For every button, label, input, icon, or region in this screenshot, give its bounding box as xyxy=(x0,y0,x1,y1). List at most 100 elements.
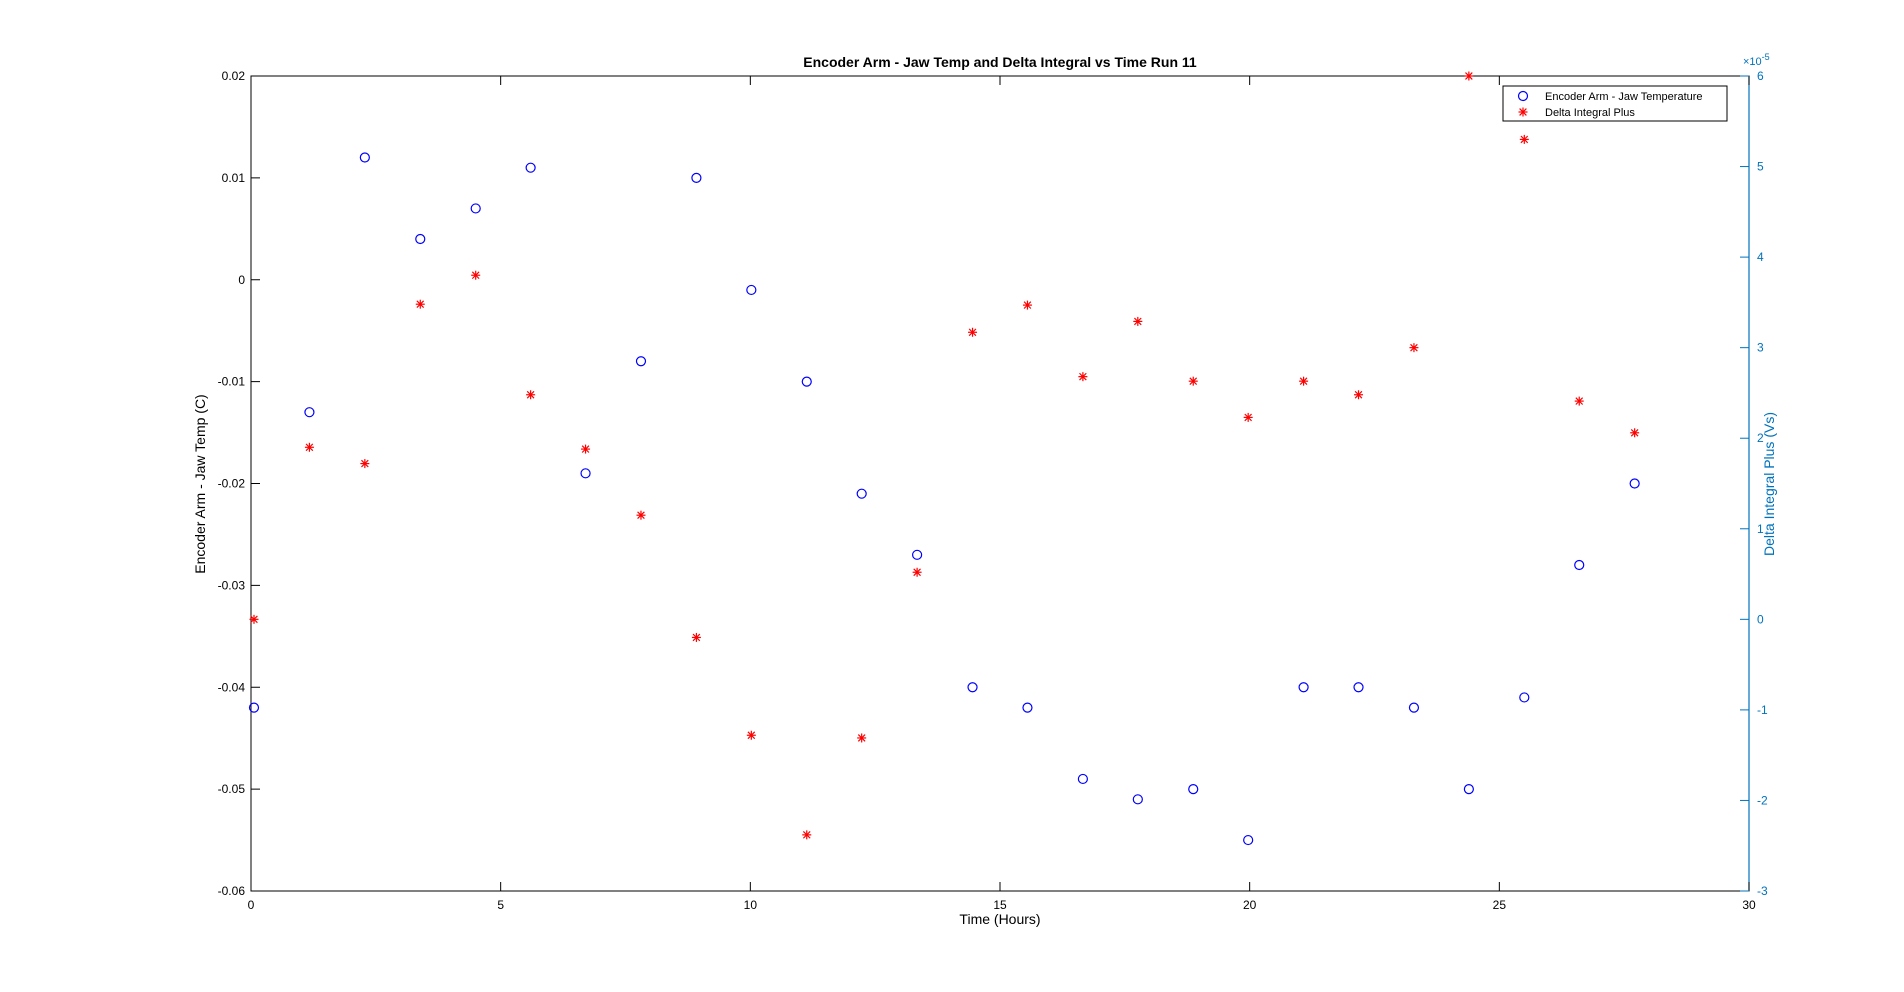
x-tick-label: 25 xyxy=(1493,898,1507,912)
data-point-asterisk xyxy=(857,733,867,743)
y-left-tick-label: -0.03 xyxy=(218,578,246,592)
legend: Encoder Arm - Jaw Temperature Delta Inte… xyxy=(1502,85,1728,122)
data-point-asterisk xyxy=(1409,343,1419,353)
asterisk-stroke xyxy=(361,459,369,468)
data-point-circle xyxy=(801,376,812,387)
asterisk-stroke xyxy=(637,511,645,520)
data-point-asterisk xyxy=(746,730,756,740)
legend-label-series-1: Encoder Arm - Jaw Temperature xyxy=(1545,91,1703,103)
data-point-circle xyxy=(1463,784,1474,795)
y-left-tick-label: -0.01 xyxy=(218,375,246,389)
data-point-asterisk xyxy=(802,830,812,840)
data-point-asterisk xyxy=(1022,300,1032,310)
asterisk-stroke xyxy=(1465,72,1473,80)
data-point-asterisk xyxy=(471,270,481,280)
x-tick-label: 20 xyxy=(1243,898,1257,912)
data-point-circle xyxy=(470,203,481,214)
data-point-circle xyxy=(1353,682,1364,693)
y-right-tick-label: 6 xyxy=(1757,69,1764,83)
x-tick-label: 10 xyxy=(744,898,758,912)
data-point-circle xyxy=(746,284,757,296)
y-right-tick-label: 4 xyxy=(1757,250,1764,264)
asterisk-stroke xyxy=(1630,428,1639,437)
data-point-circle xyxy=(1022,702,1033,713)
legend-box xyxy=(1502,85,1728,122)
asterisk-stroke xyxy=(1244,413,1252,422)
data-point-circle xyxy=(912,549,923,560)
data-point-asterisk xyxy=(912,567,922,577)
data-point-circle xyxy=(1408,702,1420,713)
data-point-asterisk xyxy=(304,442,314,452)
data-point-circle xyxy=(1243,834,1254,846)
y-right-tick-label: -3 xyxy=(1757,884,1768,898)
y-right-tick-label: -1 xyxy=(1757,703,1768,717)
data-point-circle xyxy=(1519,692,1530,703)
data-point-circle xyxy=(1132,794,1143,805)
asterisk-stroke xyxy=(471,271,480,280)
x-tick-label: 5 xyxy=(497,898,504,912)
legend-label-series-2: Delta Integral Plus xyxy=(1545,107,1635,119)
data-point-asterisk xyxy=(1519,134,1529,144)
data-point-circle xyxy=(1574,559,1585,571)
chart-title: Encoder Arm - Jaw Temp and Delta Integra… xyxy=(803,54,1197,70)
data-point-circle xyxy=(359,152,370,163)
data-point-asterisk xyxy=(415,299,425,309)
asterisk-stroke xyxy=(747,731,756,740)
y-left-tick-label: 0.01 xyxy=(222,171,246,185)
asterisk-stroke xyxy=(692,633,701,642)
asterisk-stroke xyxy=(1575,397,1584,405)
asterisk-stroke xyxy=(913,568,921,577)
data-point-circle xyxy=(1298,682,1309,693)
data-point-asterisk xyxy=(1354,390,1364,400)
data-point-circle xyxy=(1188,784,1199,795)
data-point-asterisk xyxy=(1078,372,1088,382)
y-left-tick-label: -0.06 xyxy=(218,884,246,898)
y-right-tick-label: 5 xyxy=(1757,160,1764,174)
asterisk-stroke xyxy=(526,390,535,399)
asterisk-stroke xyxy=(1410,343,1418,352)
data-point-circle xyxy=(248,702,260,713)
asterisk-stroke xyxy=(250,615,258,624)
y-left-tick-label: -0.05 xyxy=(218,782,246,796)
data-point-asterisk xyxy=(1243,412,1253,422)
data-point-asterisk xyxy=(581,444,591,454)
y-left-tick-label: 0 xyxy=(238,273,245,287)
asterisk-stroke xyxy=(581,445,590,453)
data-point-asterisk xyxy=(1133,316,1143,326)
data-point-circle xyxy=(580,468,591,479)
right-axis-exponent: ×10-5 xyxy=(1743,52,1770,68)
y-right-tick-label: 3 xyxy=(1757,341,1764,355)
legend-marker-asterisk xyxy=(1518,107,1528,117)
asterisk-stroke xyxy=(305,443,314,452)
data-point-asterisk xyxy=(691,632,701,642)
right-axis-exponent-base: ×10 xyxy=(1743,56,1762,68)
asterisk-stroke xyxy=(1023,301,1032,309)
x-tick-label: 0 xyxy=(248,898,255,912)
data-point-asterisk xyxy=(249,614,259,624)
data-point-asterisk xyxy=(1299,376,1309,386)
data-point-circle xyxy=(856,488,867,499)
data-point-circle xyxy=(691,172,702,183)
asterisk-stroke xyxy=(1079,372,1087,381)
legend-marker-circle xyxy=(1517,90,1529,102)
asterisk-stroke xyxy=(802,831,811,839)
y-axis-right-label: Delta Integral Plus (Vs) xyxy=(1761,412,1777,556)
y-left-tick-label: -0.04 xyxy=(218,680,246,694)
x-tick-label: 15 xyxy=(993,898,1007,912)
y-left-tick-label: 0.02 xyxy=(222,69,246,83)
data-point-asterisk xyxy=(526,390,536,400)
y-right-tick-label: -2 xyxy=(1757,793,1768,807)
y-right-tick-label: 2 xyxy=(1757,431,1764,445)
legend-asterisk-shape xyxy=(1518,107,1528,117)
asterisk-stroke xyxy=(1299,377,1308,385)
y-right-tick-label: 1 xyxy=(1757,522,1764,536)
data-point-asterisk xyxy=(1188,376,1198,386)
data-point-circle xyxy=(1629,478,1640,489)
y-right-tick-label: 0 xyxy=(1757,612,1764,626)
asterisk-stroke xyxy=(968,328,977,337)
plot-area: 0 5 10 15 20 25 30-0.06-0.05-0.04-0.03-0.02-0.… xyxy=(218,69,1768,912)
data-point-asterisk xyxy=(1630,428,1640,438)
